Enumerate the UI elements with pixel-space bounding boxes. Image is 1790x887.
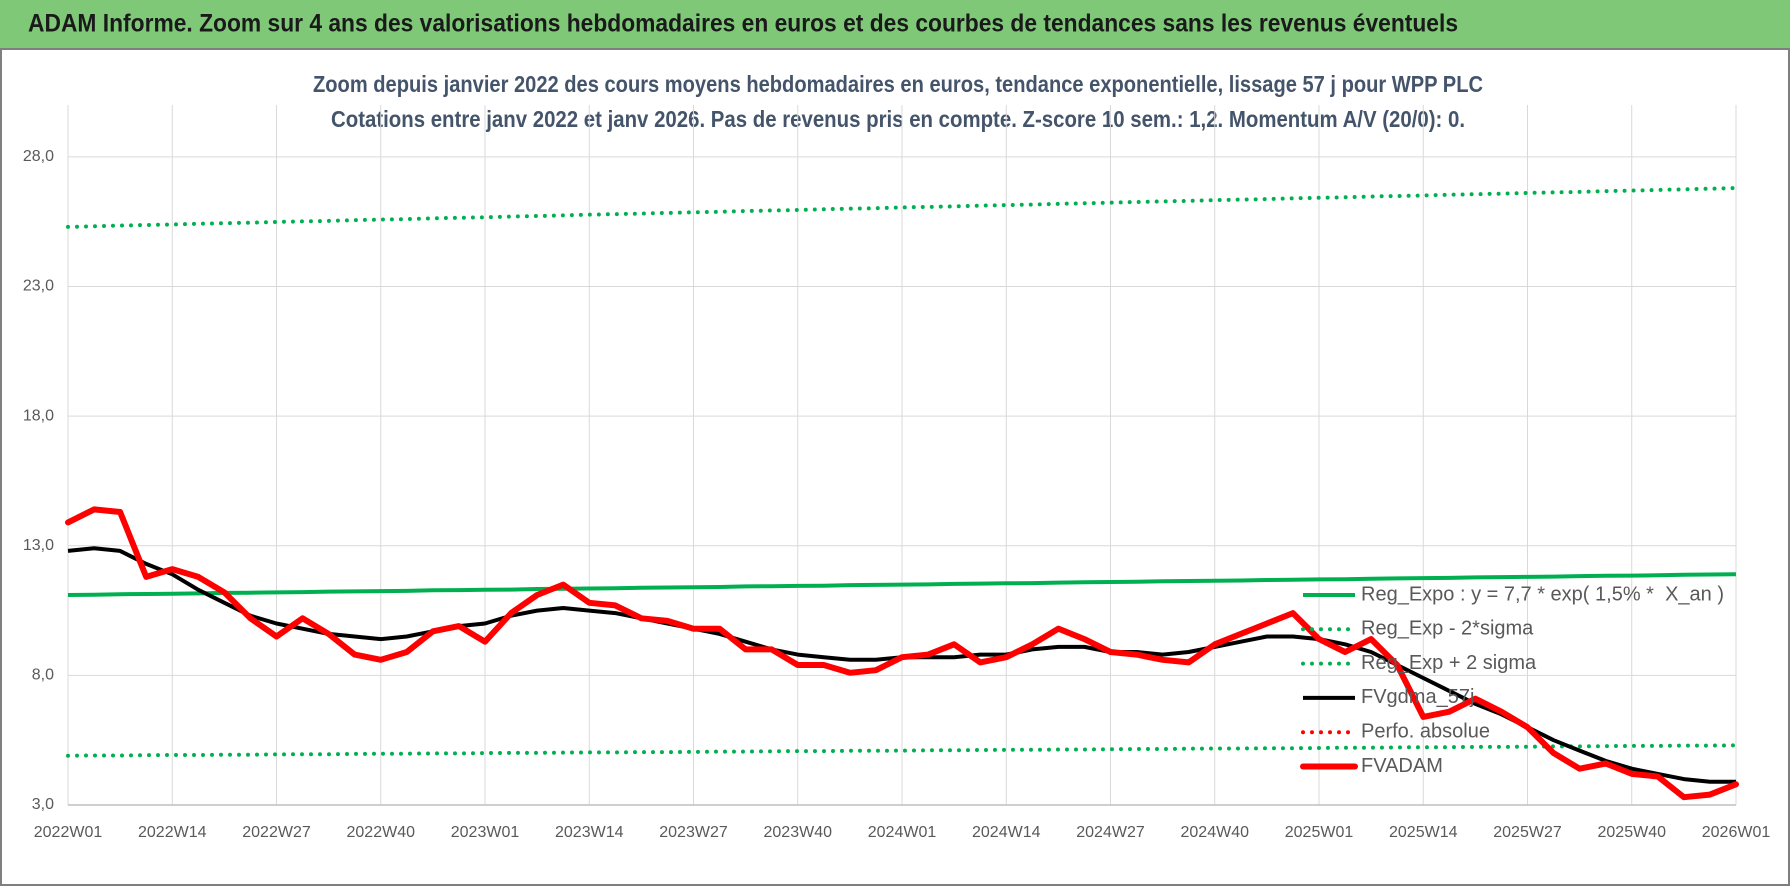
legend-label: FVADAM [1361,755,1443,777]
y-tick-label: 28,0 [23,148,54,165]
x-tick-label: 2023W01 [451,824,520,841]
x-tick-label: 2024W14 [972,824,1041,841]
x-tick-label: 2022W27 [242,824,311,841]
x-tick-label: 2024W40 [1181,824,1250,841]
header-title: ADAM Informe. Zoom sur 4 ans des valoris… [28,10,1458,38]
x-tick-label: 2023W27 [659,824,728,841]
x-tick-label: 2026W01 [1702,824,1771,841]
y-tick-label: 23,0 [23,278,54,295]
x-tick-label: 2024W01 [868,824,937,841]
chart-title: Zoom depuis janvier 2022 des cours moyen… [313,71,1483,97]
y-tick-label: 18,0 [23,407,54,424]
legend-label: Reg_Expo : y = 7,7 * exp( 1,5% * X_an ) [1361,583,1724,605]
x-tick-label: 2024W27 [1076,824,1145,841]
series-line [66,186,1738,229]
x-tick-label: 2022W01 [34,824,103,841]
x-tick-label: 2025W40 [1598,824,1667,841]
header-bar [0,0,1790,48]
x-tick-label: 2022W40 [347,824,416,841]
y-tick-label: 13,0 [23,537,54,554]
legend-label: Reg_Exp - 2*sigma [1361,618,1534,640]
plot-lines [65,186,1739,801]
legend-label: FVgdma_57j [1361,686,1474,708]
x-tick-label: 2025W01 [1285,824,1354,841]
x-tick-label: 2023W40 [764,824,833,841]
legend: Reg_Expo : y = 7,7 * exp( 1,5% * X_an ) R… [1300,583,1724,777]
x-tick-label: 2025W14 [1389,824,1458,841]
x-tick-label: 2022W14 [138,824,207,841]
grid: 3,0 8,0 13,0 18,0 23,0 28,0 2022W01 2022W14 2022… [23,105,1770,841]
legend-label: Perfo. absolue [1361,720,1490,742]
series-line [67,572,1737,597]
chart-subtitle: Cotations entre janv 2022 et janv 2026. … [331,106,1465,132]
series-line [66,743,1738,758]
legend-label: Reg_Exp + 2 sigma [1361,652,1537,674]
y-tick-label: 8,0 [32,667,54,684]
y-tick-label: 3,0 [32,796,54,813]
x-tick-label: 2023W14 [555,824,624,841]
x-tick-label: 2025W27 [1493,824,1562,841]
chart-frame [0,48,1790,886]
series-line [65,506,1739,801]
